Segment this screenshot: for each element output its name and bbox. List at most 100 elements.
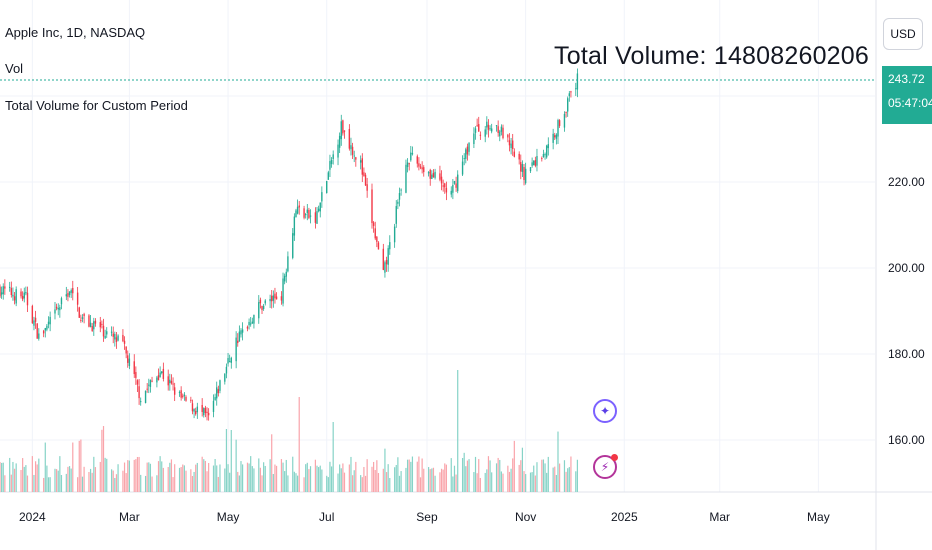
volume-bar	[125, 473, 127, 492]
volume-bar	[212, 465, 215, 492]
candle-body	[457, 174, 459, 192]
candle-body	[31, 305, 34, 324]
candle-body	[12, 294, 14, 297]
candle-body	[442, 185, 444, 187]
candle-body	[558, 120, 561, 126]
volume-bar	[377, 473, 380, 492]
volume-bar	[88, 472, 90, 492]
volume-bar	[275, 465, 278, 492]
candle-body	[423, 167, 425, 173]
candle-body	[461, 161, 464, 175]
volume-bar	[15, 463, 17, 492]
lightning-icon[interactable]: ⚡	[593, 454, 618, 479]
volume-bar	[536, 462, 538, 492]
time-tick-label: 2024	[19, 510, 46, 524]
volume-bar	[285, 459, 287, 492]
volume-bar	[507, 465, 509, 492]
volume-bar	[115, 474, 118, 492]
candle-body	[287, 256, 289, 272]
volume-bar	[382, 468, 384, 492]
volume-bar	[280, 459, 283, 492]
notification-dot	[611, 454, 618, 461]
volume-bar	[523, 471, 525, 492]
volume-bar	[36, 464, 38, 492]
volume-bar	[216, 465, 218, 492]
volume-bar	[395, 464, 397, 492]
volume-bar	[305, 464, 307, 492]
volume-bar	[77, 477, 79, 492]
candle-body	[282, 278, 284, 304]
candle-body	[70, 290, 72, 293]
candle-body	[225, 366, 228, 374]
volume-bar	[487, 456, 490, 492]
candle-body	[421, 167, 423, 170]
candle-body	[261, 306, 263, 311]
time-tick-label: 2025	[611, 510, 638, 524]
volume-bar	[193, 471, 195, 492]
volume-bar	[23, 466, 25, 492]
candle-body	[348, 128, 351, 149]
candle-body	[376, 236, 378, 242]
candle-body	[363, 172, 365, 176]
candle-body	[115, 337, 118, 342]
chart-title[interactable]: Apple Inc, 1D, NASDAQ	[5, 25, 146, 40]
candle-body	[298, 205, 300, 208]
volume-bar	[110, 469, 113, 492]
candle-body	[128, 358, 131, 366]
candle-body	[400, 189, 402, 191]
candle-body	[445, 187, 448, 193]
volume-bar	[554, 466, 556, 492]
volume-bar	[385, 472, 388, 492]
candle-body	[555, 134, 558, 139]
candle-body	[159, 372, 161, 378]
volume-bar	[67, 466, 69, 492]
volume-bar	[122, 470, 124, 492]
currency-button[interactable]: USD	[883, 18, 923, 50]
candle-body	[508, 140, 511, 146]
candle-body	[224, 373, 226, 382]
candle-body	[83, 313, 85, 317]
volume-bar	[296, 475, 299, 492]
volume-bar	[486, 469, 488, 492]
volume-bar	[465, 466, 467, 492]
volume-legend[interactable]: Vol	[5, 61, 24, 76]
candle-body	[547, 144, 549, 149]
sparkle-icon[interactable]: ✦	[593, 399, 617, 423]
candle-body	[565, 112, 567, 114]
candle-body	[238, 331, 241, 342]
volume-bar	[271, 434, 273, 492]
candle-body	[317, 208, 320, 212]
volume-bar	[455, 474, 457, 492]
candle-body	[283, 275, 286, 282]
volume-bar	[57, 470, 59, 492]
candle-body	[512, 140, 514, 149]
candle-body	[395, 206, 397, 224]
indicator-legend[interactable]: Total Volume for Custom Period	[5, 98, 188, 113]
candle-body	[191, 403, 194, 412]
candle-body	[321, 192, 323, 202]
candle-body	[214, 397, 216, 401]
candle-body	[36, 323, 38, 339]
time-tick-label: Jul	[319, 510, 334, 524]
volume-bar	[576, 459, 579, 492]
volume-bar	[348, 464, 350, 492]
candle-body	[405, 164, 407, 193]
volume-bar	[337, 473, 339, 492]
candle-body	[47, 321, 50, 325]
volume-bar	[366, 459, 368, 492]
volume-bar	[4, 475, 6, 492]
volume-bar	[78, 440, 80, 492]
candle-body	[439, 173, 441, 180]
volume-bar	[264, 465, 266, 492]
volume-bar	[83, 466, 85, 492]
candle-body	[411, 153, 414, 155]
price-tick-label: 160.00	[888, 433, 925, 447]
volume-bar	[466, 460, 469, 492]
candle-body	[541, 158, 543, 160]
bar-countdown: 05:47:04	[888, 96, 932, 110]
volume-bar	[250, 456, 252, 492]
candle-body	[157, 375, 160, 381]
candle-body	[46, 325, 48, 330]
volume-bar	[12, 461, 14, 492]
